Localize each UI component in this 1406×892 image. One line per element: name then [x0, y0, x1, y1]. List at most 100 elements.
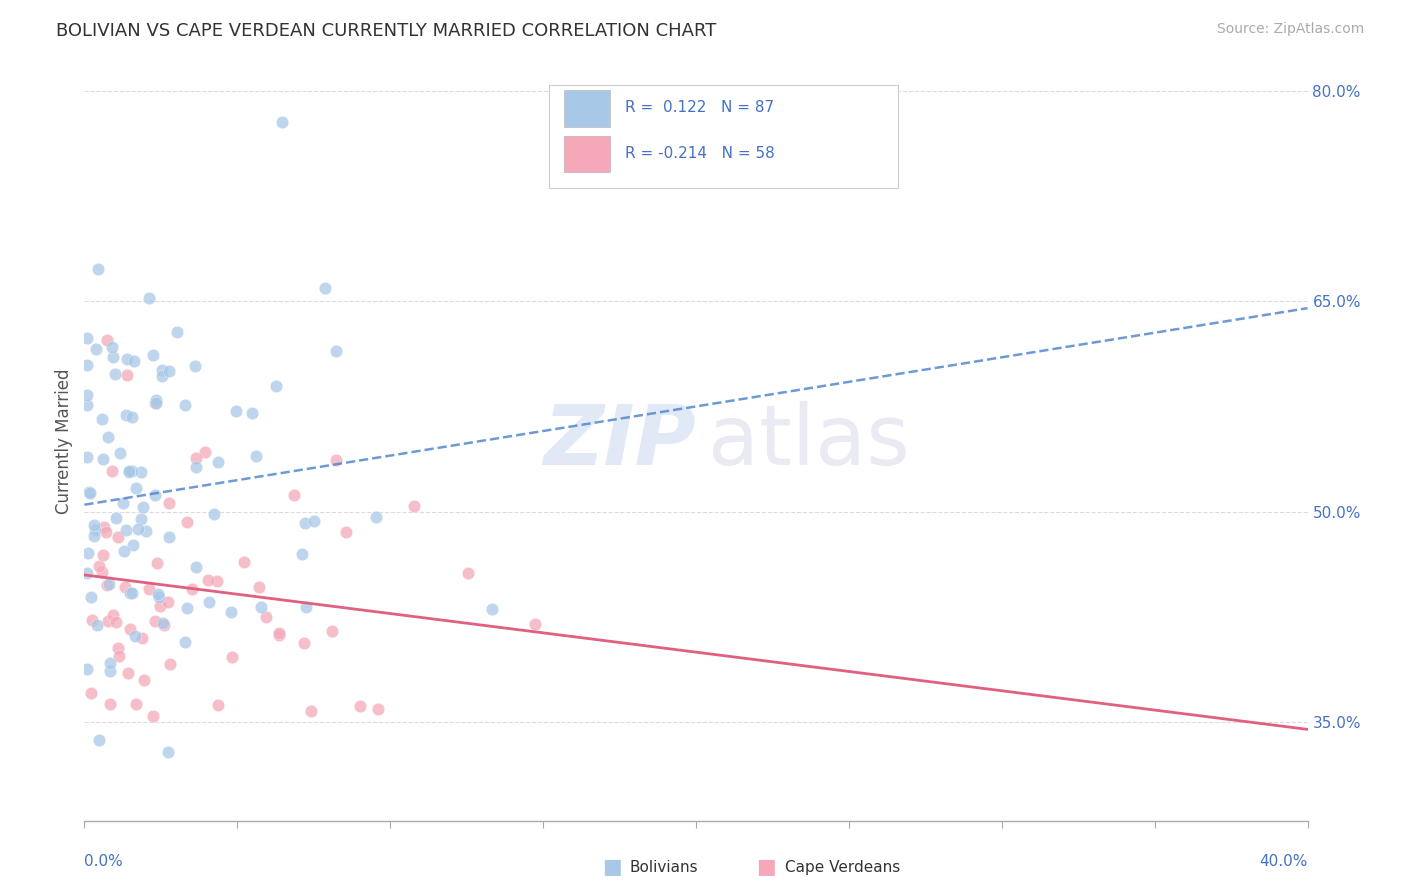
Point — [156, 595, 179, 609]
Point — [174, 634, 197, 648]
FancyBboxPatch shape — [550, 85, 898, 187]
Point — [117, 665, 139, 680]
Point — [269, 625, 291, 640]
Text: 40.0%: 40.0% — [1260, 855, 1308, 869]
Point — [76, 662, 98, 676]
Point — [120, 586, 142, 600]
Point — [80, 614, 103, 628]
Point — [76, 398, 98, 412]
Point — [150, 363, 173, 377]
Text: R =  0.122   N = 87: R = 0.122 N = 87 — [626, 101, 775, 115]
Point — [98, 697, 121, 711]
Point — [367, 702, 389, 716]
Point — [129, 511, 152, 525]
Point — [184, 559, 207, 574]
Point — [325, 453, 347, 467]
Point — [176, 601, 198, 615]
Point — [96, 333, 118, 347]
Point — [122, 539, 145, 553]
Point — [93, 519, 115, 533]
Point — [366, 509, 388, 524]
Point — [115, 408, 138, 422]
Text: ■: ■ — [602, 857, 621, 877]
Text: ■: ■ — [756, 857, 776, 877]
Point — [84, 524, 107, 538]
Point — [143, 614, 166, 628]
Point — [207, 698, 229, 713]
Point — [77, 485, 100, 500]
Text: Cape Verdeans: Cape Verdeans — [785, 860, 900, 874]
Text: ZIP: ZIP — [543, 401, 696, 482]
Point — [87, 262, 110, 277]
Point — [89, 559, 111, 574]
Point — [264, 379, 287, 393]
Point — [159, 657, 181, 671]
Point — [83, 529, 105, 543]
Point — [270, 114, 292, 128]
Point — [84, 342, 107, 356]
Point — [142, 708, 165, 723]
Point — [524, 617, 547, 632]
Point — [205, 574, 228, 589]
Point — [299, 704, 322, 718]
FancyBboxPatch shape — [564, 136, 610, 172]
Point — [138, 582, 160, 597]
Text: BOLIVIAN VS CAPE VERDEAN CURRENTLY MARRIED CORRELATION CHART: BOLIVIAN VS CAPE VERDEAN CURRENTLY MARRI… — [56, 22, 717, 40]
Point — [118, 465, 141, 479]
Point — [104, 511, 127, 525]
Point — [184, 451, 207, 466]
Point — [166, 325, 188, 339]
Point — [321, 624, 343, 639]
Point — [159, 496, 181, 510]
Point — [143, 395, 166, 409]
Point — [292, 636, 315, 650]
Point — [181, 582, 204, 596]
Point — [129, 465, 152, 479]
Point — [335, 525, 357, 540]
Point — [149, 599, 172, 613]
Y-axis label: Currently Married: Currently Married — [55, 368, 73, 515]
Point — [77, 546, 100, 560]
Point — [157, 364, 180, 378]
Point — [194, 445, 217, 459]
Point — [104, 615, 127, 629]
Point — [145, 393, 167, 408]
Point — [121, 464, 143, 478]
Point — [80, 591, 103, 605]
Point — [247, 580, 270, 594]
Point — [118, 464, 141, 478]
Point — [153, 617, 176, 632]
Point — [107, 640, 129, 655]
Point — [125, 697, 148, 711]
Point — [90, 565, 112, 579]
Point — [121, 409, 143, 424]
Text: Source: ZipAtlas.com: Source: ZipAtlas.com — [1216, 22, 1364, 37]
Point — [283, 488, 305, 502]
Point — [98, 664, 121, 678]
Point — [112, 543, 135, 558]
Point — [107, 530, 129, 544]
Point — [302, 514, 325, 528]
Point — [142, 348, 165, 362]
Point — [100, 656, 122, 670]
Point — [89, 732, 111, 747]
Point — [80, 686, 103, 700]
Point — [96, 524, 118, 539]
Point — [115, 351, 138, 366]
Point — [457, 566, 479, 580]
Point — [349, 698, 371, 713]
Point — [91, 412, 114, 426]
Point — [97, 614, 120, 628]
Point — [148, 591, 170, 605]
Point — [207, 455, 229, 469]
Point — [124, 354, 146, 368]
Point — [254, 610, 277, 624]
Point — [294, 516, 316, 531]
Point — [91, 548, 114, 562]
Point — [86, 618, 108, 632]
Point — [104, 367, 127, 381]
Point — [314, 281, 336, 295]
Point — [184, 459, 207, 474]
Point — [135, 524, 157, 539]
Point — [101, 464, 124, 478]
